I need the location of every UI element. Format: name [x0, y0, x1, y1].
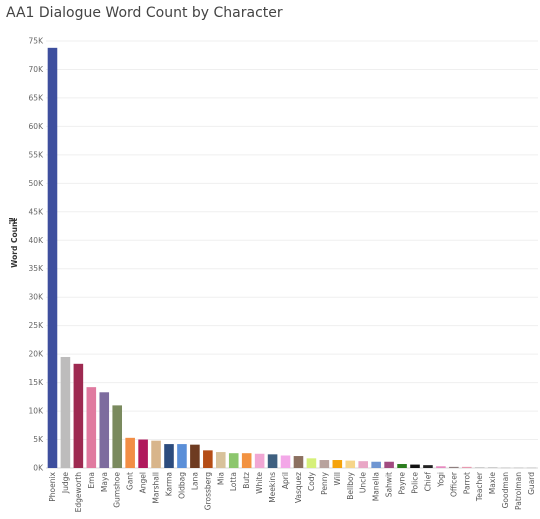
y-tick-label: 0K: [33, 464, 44, 473]
bar-yogi[interactable]: [436, 466, 446, 468]
x-axis: Phoenix Judge Edgeworth Ema Maya Gumshoe Gant A…: [48, 471, 536, 512]
x-tick-label: Karma: [165, 472, 174, 496]
x-tick-label: White: [255, 472, 264, 494]
bar-gumshoe[interactable]: [112, 405, 123, 468]
bar-uncle[interactable]: [358, 461, 369, 468]
x-tick-label: Maxie: [488, 472, 497, 495]
x-tick-label: Manella: [372, 472, 381, 501]
y-axis-title-group: Word Count: [10, 218, 19, 268]
bar-lana[interactable]: [190, 444, 200, 468]
y-axis-title: Word Count: [10, 218, 19, 268]
x-tick-label: Oldbag: [177, 472, 186, 499]
y-tick-label: 50K: [29, 179, 45, 188]
bar-vasquez[interactable]: [293, 456, 304, 468]
bar-gant[interactable]: [125, 437, 135, 468]
y-tick-label: 40K: [29, 236, 45, 245]
x-tick-label: April: [281, 472, 290, 489]
y-tick-label: 65K: [29, 93, 45, 102]
y-tick-label: 30K: [29, 293, 45, 302]
y-tick-label: 5K: [33, 435, 44, 444]
gridlines: [46, 40, 538, 469]
bar-meekins[interactable]: [267, 454, 278, 468]
y-tick-label: 45K: [29, 207, 45, 216]
bar-maxie[interactable]: [487, 467, 498, 468]
bar-karma[interactable]: [164, 444, 174, 468]
bar-cody[interactable]: [306, 458, 317, 468]
x-tick-label: Gant: [126, 472, 135, 490]
bar-angel[interactable]: [138, 439, 148, 468]
chart-title: AA1 Dialogue Word Count by Character: [6, 5, 283, 21]
bars: [47, 47, 537, 469]
x-tick-label: Police: [411, 472, 420, 494]
x-tick-label: Vasquez: [294, 472, 303, 503]
x-tick-label: Gumshoe: [113, 472, 122, 508]
x-tick-label: Penny: [320, 471, 329, 494]
x-tick-label: Chief: [423, 472, 432, 492]
bar-marshall[interactable]: [151, 440, 161, 468]
x-tick-label: Grossberg: [203, 472, 212, 510]
y-tick-label: 75K: [29, 37, 45, 46]
x-tick-label: Guard: [527, 472, 536, 495]
bar-bellboy[interactable]: [345, 460, 356, 468]
bar-white[interactable]: [254, 453, 265, 468]
bar-officer[interactable]: [449, 466, 459, 468]
bar-oldbag[interactable]: [177, 444, 187, 468]
x-tick-label: Payne: [398, 472, 407, 495]
x-tick-label: Will: [333, 472, 342, 486]
bar-butz[interactable]: [241, 453, 252, 468]
x-tick-label: Ema: [87, 472, 96, 489]
x-tick-label: Goodman: [501, 472, 510, 509]
x-tick-label: Meekins: [268, 472, 277, 503]
x-tick-label: Parrot: [462, 472, 471, 494]
y-tick-label: 55K: [29, 150, 45, 159]
x-tick-label: Maya: [100, 472, 109, 492]
y-tick-label: 10K: [29, 407, 45, 416]
bar-lotta[interactable]: [228, 453, 239, 468]
x-tick-label: Phoenix: [48, 471, 57, 501]
x-tick-label: Mia: [216, 472, 225, 485]
bar-phoenix[interactable]: [47, 47, 58, 468]
x-tick-label: Angel: [139, 472, 148, 493]
bar-maya[interactable]: [99, 392, 110, 468]
y-axis: 0K 5K 10K 15K 20K 25K 30K 35K 40K 45K 50K 55K 60K 65K…: [29, 37, 45, 473]
y-tick-label: 20K: [29, 350, 45, 359]
bar-judge[interactable]: [60, 356, 71, 468]
x-tick-label: Yogi: [436, 472, 445, 488]
bar-grossberg[interactable]: [203, 450, 213, 468]
bar-parrot[interactable]: [461, 466, 472, 468]
y-tick-label: 35K: [29, 264, 45, 273]
bar-manella[interactable]: [371, 461, 381, 468]
x-tick-label: Lana: [190, 472, 199, 490]
y-tick-label: 60K: [29, 122, 45, 131]
x-tick-label: Sahwit: [385, 472, 394, 497]
x-tick-label: Marshall: [152, 472, 161, 504]
bar-police[interactable]: [410, 464, 420, 468]
bar-sahwit[interactable]: [384, 461, 394, 468]
y-tick-label: 15K: [29, 378, 45, 387]
x-tick-label: Uncle: [359, 472, 368, 493]
bar-mia[interactable]: [215, 452, 226, 468]
y-tick-label: 70K: [29, 65, 45, 74]
x-tick-label: Bellboy: [346, 471, 355, 499]
bar-chief[interactable]: [423, 465, 433, 468]
bar-ema[interactable]: [86, 387, 97, 468]
bar-teacher[interactable]: [474, 467, 485, 468]
y-tick-label: 25K: [29, 321, 45, 330]
x-tick-label: Edgeworth: [74, 472, 83, 513]
x-tick-label: Judge: [61, 472, 70, 494]
x-tick-label: Teacher: [475, 471, 484, 502]
x-tick-label: Butz: [242, 472, 251, 489]
x-tick-label: Patrolman: [514, 472, 523, 510]
bar-edgeworth[interactable]: [73, 363, 84, 468]
x-tick-label: Officer: [449, 471, 458, 497]
x-tick-label: Cody: [307, 471, 316, 491]
x-tick-label: Lotta: [229, 472, 238, 491]
bar-penny[interactable]: [319, 460, 330, 468]
bar-april[interactable]: [280, 455, 291, 468]
sort-descending-icon[interactable]: [9, 218, 15, 224]
bar-will[interactable]: [332, 460, 343, 468]
bar-payne[interactable]: [397, 464, 407, 468]
